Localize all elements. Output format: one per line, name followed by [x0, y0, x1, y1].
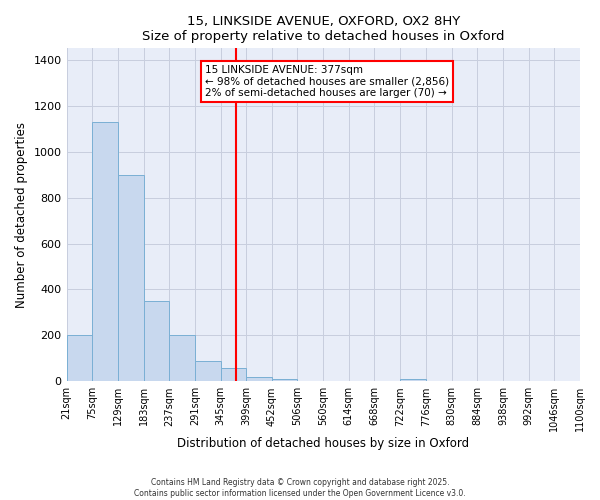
Title: 15, LINKSIDE AVENUE, OXFORD, OX2 8HY
Size of property relative to detached house: 15, LINKSIDE AVENUE, OXFORD, OX2 8HY Siz… [142, 15, 505, 43]
Text: 15 LINKSIDE AVENUE: 377sqm
← 98% of detached houses are smaller (2,856)
2% of se: 15 LINKSIDE AVENUE: 377sqm ← 98% of deta… [205, 65, 449, 98]
Bar [400, 379, 426, 382]
Bar [169, 336, 195, 382]
X-axis label: Distribution of detached houses by size in Oxford: Distribution of detached houses by size … [177, 437, 469, 450]
Bar [118, 174, 143, 382]
Text: Contains HM Land Registry data © Crown copyright and database right 2025.
Contai: Contains HM Land Registry data © Crown c… [134, 478, 466, 498]
Bar [92, 122, 118, 382]
Bar [272, 379, 298, 382]
Bar [195, 360, 221, 382]
Bar [143, 301, 169, 382]
Bar [221, 368, 247, 382]
Bar [247, 376, 272, 382]
Bar [67, 336, 92, 382]
Y-axis label: Number of detached properties: Number of detached properties [15, 122, 28, 308]
